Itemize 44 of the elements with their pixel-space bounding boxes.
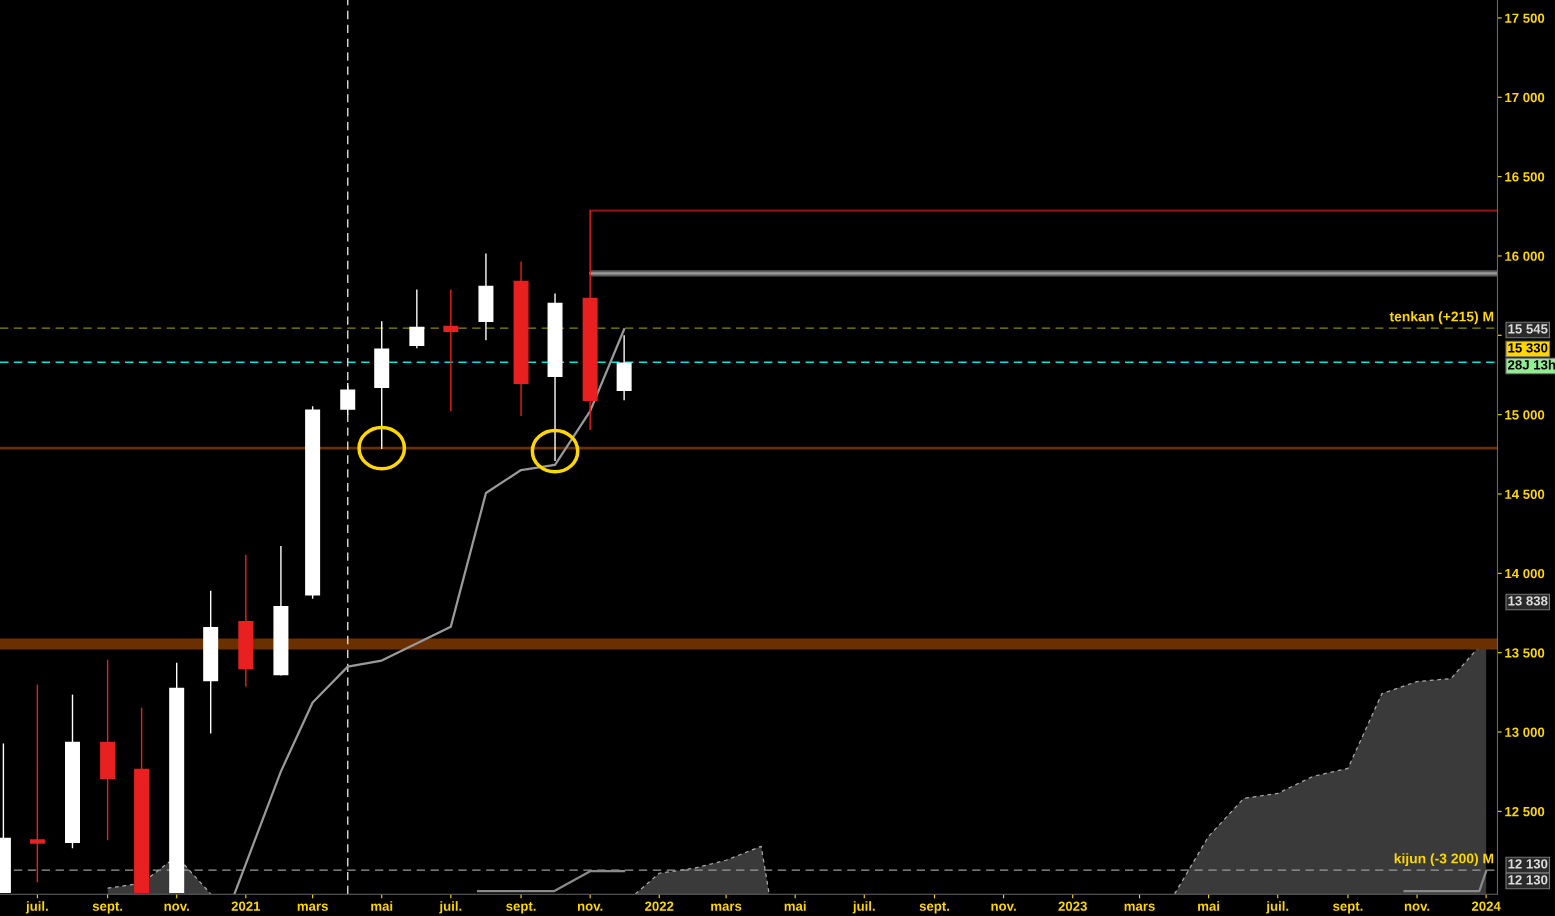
text: 15 545 [1508,324,1548,334]
x-tick-label: nov. [991,903,1016,911]
y-tick-label: 17 000 [1505,92,1545,103]
y-tick-label: 16 000 [1505,251,1545,261]
x-tick-label: mars [711,903,742,911]
candlestick [443,288,459,412]
x-tick-label: nov. [1404,903,1430,911]
x-tick-label: mai [784,901,806,911]
x-tick-label: mars [297,903,328,911]
x-tick-label: nov. [577,903,603,911]
ref-line-label: kijun (-3 200) M [1394,853,1494,867]
ref-line-label: tenkan (+215) M [1389,311,1494,325]
y-tick-label: 12 500 [1505,806,1545,817]
y-tick-label: 15 000 [1505,410,1545,420]
x-tick-label: 2024 [1471,901,1501,911]
x-tick-label: juil. [439,901,462,914]
x-tick-label: juil. [25,901,48,914]
x-tick-label: juil. [852,901,875,914]
x-tick-label: mai [1198,901,1220,911]
y-tick-label: 13 000 [1505,727,1545,737]
y-tick-label: 17 500 [1505,13,1545,23]
x-tick-label: sept. [92,902,123,914]
x-tick-label: juil. [1266,901,1289,914]
text: 13 838 [1508,596,1548,606]
text: 15 330 [1508,343,1548,353]
x-tick-label: nov. [164,903,189,911]
candlestick [340,382,356,416]
x-tick-label: sept. [1333,902,1363,914]
text: 28J 13h [1508,359,1555,370]
y-tick-label: 14 500 [1505,489,1545,499]
x-tick-label: 2023 [1058,901,1087,911]
x-tick-label: mars [1124,903,1155,911]
x-tick-label: sept. [506,902,536,914]
text: 12 130 [1508,875,1548,885]
text: 12 130 [1508,859,1548,869]
candlestick [409,288,425,350]
x-tick-label: 2022 [645,901,674,911]
y-tick-label: 14 000 [1505,568,1545,579]
x-tick-label: 2021 [231,901,261,911]
y-tick-label: 16 500 [1505,172,1545,182]
y-tick-label: 13 500 [1505,648,1545,658]
candlestick [29,683,45,883]
x-tick-label: sept. [919,902,949,914]
x-tick-label: mai [371,901,393,911]
